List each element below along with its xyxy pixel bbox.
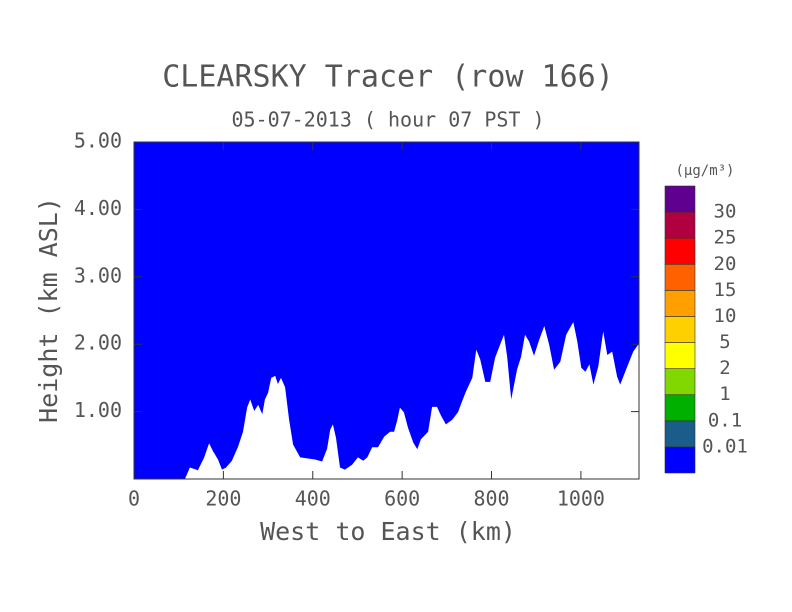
colorbar-label: 30 xyxy=(714,201,737,223)
y-tick-label: 1.00 xyxy=(74,398,122,422)
colorbar-cell xyxy=(664,394,696,422)
colorbar-label: 5 xyxy=(719,331,730,353)
x-tick-label: 800 xyxy=(473,487,509,511)
colorbar-cell xyxy=(664,342,696,369)
terrain xyxy=(134,322,639,479)
colorbar-cell xyxy=(664,185,696,213)
colorbar-cell xyxy=(664,316,696,343)
colorbar-label: 2 xyxy=(719,357,730,379)
x-tick-label: 0 xyxy=(128,487,140,511)
y-axis-label: Height (km ASL) xyxy=(34,197,63,423)
x-tick-label: 200 xyxy=(205,487,241,511)
colorbar-cell xyxy=(664,420,696,448)
plot-frame xyxy=(133,141,640,480)
y-tick-label: 4.00 xyxy=(74,196,122,220)
y-tick-label: 3.00 xyxy=(74,263,122,287)
y-tick-label: 5.00 xyxy=(74,129,122,153)
colorbar-label: 25 xyxy=(714,227,737,249)
colorbar-title: (μg/m³) xyxy=(675,163,734,179)
x-axis-label: West to East (km) xyxy=(260,517,516,546)
x-tick-label: 1000 xyxy=(557,487,605,511)
colorbar-cell xyxy=(664,446,696,474)
colorbar-cell xyxy=(664,237,696,265)
colorbar-label: 20 xyxy=(714,253,737,275)
colorbar-label: 10 xyxy=(714,305,737,327)
chart-title: CLEARSKY Tracer (row 166) xyxy=(162,60,614,95)
colorbar-label: 1 xyxy=(719,383,730,405)
colorbar-label: 0.01 xyxy=(702,435,748,457)
colorbar-cell xyxy=(664,368,696,396)
x-tick-label: 600 xyxy=(384,487,420,511)
chart-subtitle: 05-07-2013 ( hour 07 PST ) xyxy=(231,108,544,132)
colorbar-cell xyxy=(664,290,696,317)
colorbar-cell xyxy=(664,263,696,291)
colorbar-label: 15 xyxy=(714,279,737,301)
x-tick-label: 400 xyxy=(295,487,331,511)
y-tick-label: 2.00 xyxy=(74,331,122,355)
colorbar-cell xyxy=(664,211,696,239)
colorbar-label: 0.1 xyxy=(708,409,742,431)
